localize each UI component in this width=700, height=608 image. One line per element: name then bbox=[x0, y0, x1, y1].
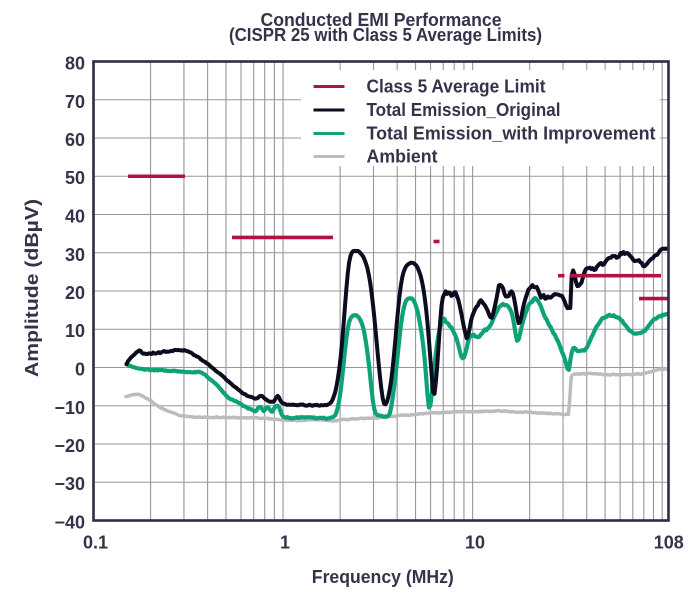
svg-text:Total Emission_Original: Total Emission_Original bbox=[367, 100, 561, 120]
svg-text:50: 50 bbox=[65, 168, 85, 188]
svg-text:40: 40 bbox=[65, 207, 85, 227]
svg-text:Amplitude (dBµV): Amplitude (dBµV) bbox=[22, 199, 42, 377]
svg-text:(CISPR 25 with Class 5 Average: (CISPR 25 with Class 5 Average Limits) bbox=[229, 25, 542, 45]
svg-text:−30: −30 bbox=[54, 474, 85, 494]
svg-text:Class 5 Average Limit: Class 5 Average Limit bbox=[367, 77, 546, 97]
svg-text:108: 108 bbox=[654, 533, 684, 553]
svg-text:1: 1 bbox=[280, 533, 290, 553]
svg-text:20: 20 bbox=[65, 283, 85, 303]
svg-text:Ambient: Ambient bbox=[367, 147, 438, 167]
svg-text:70: 70 bbox=[65, 92, 85, 112]
svg-text:10: 10 bbox=[465, 533, 485, 553]
svg-text:30: 30 bbox=[65, 245, 85, 265]
svg-text:−10: −10 bbox=[54, 398, 85, 418]
svg-text:0.1: 0.1 bbox=[83, 533, 108, 553]
svg-text:60: 60 bbox=[65, 130, 85, 150]
svg-text:−20: −20 bbox=[54, 436, 85, 456]
svg-text:10: 10 bbox=[65, 321, 85, 341]
svg-text:0: 0 bbox=[75, 360, 85, 380]
svg-text:Frequency (MHz): Frequency (MHz) bbox=[312, 567, 454, 587]
svg-text:Conducted EMI Performance: Conducted EMI Performance bbox=[261, 10, 502, 30]
svg-text:Total Emission_with Improvemen: Total Emission_with Improvement bbox=[367, 124, 656, 144]
svg-text:−40: −40 bbox=[54, 513, 85, 533]
svg-text:80: 80 bbox=[65, 54, 85, 74]
